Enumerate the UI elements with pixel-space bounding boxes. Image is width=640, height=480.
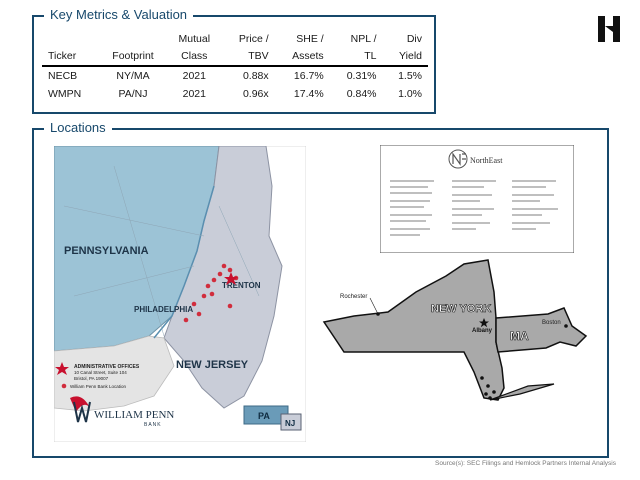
column-header: SHE / bbox=[296, 33, 324, 45]
table-cell: 1.0% bbox=[398, 88, 422, 100]
table-cell: 0.96x bbox=[242, 88, 269, 100]
branch-marker bbox=[217, 271, 223, 277]
column-header: Price / bbox=[238, 33, 269, 45]
table-cell: 17.4% bbox=[293, 88, 324, 100]
column-header-class: Class bbox=[166, 48, 222, 67]
badge-pa: PA bbox=[258, 411, 270, 421]
column-header-ticker: Ticker bbox=[42, 48, 100, 67]
branch-marker bbox=[488, 396, 492, 400]
legend-office-line1: 10 Canal Street, Suite 104 bbox=[74, 370, 127, 375]
table-row: NECB NY/MA 2021 0.88x 16.7% 0.31% 1.5% bbox=[42, 66, 428, 85]
table-cell: WMPN bbox=[48, 88, 82, 100]
column-header: Mutual bbox=[178, 33, 211, 45]
bank-sub: BANK bbox=[144, 422, 162, 428]
state-label-ma: MA bbox=[510, 329, 529, 343]
source-note: Source(s): SEC Filings and Hemlock Partn… bbox=[435, 460, 616, 467]
hemlock-logo-icon bbox=[598, 16, 620, 42]
table-cell: 16.7% bbox=[293, 70, 324, 82]
table-cell: PA/NJ bbox=[118, 88, 148, 100]
state-label-new-jersey: NEW JERSEY bbox=[176, 359, 249, 371]
metrics-table: Mutual Price / SHE / NPL / Div Ticker Fo… bbox=[42, 31, 428, 103]
column-header: NPL / bbox=[350, 33, 377, 45]
table-row: WMPN PA/NJ 2021 0.96x 17.4% 0.84% 1.0% bbox=[42, 85, 428, 103]
state-label-new-york: NEW YORK bbox=[431, 303, 491, 315]
branch-marker bbox=[191, 301, 197, 307]
column-header-tbv: TBV bbox=[221, 48, 275, 67]
locations-panel: Locations PENNSYLVANIA NEW JERSEY TRENTO… bbox=[32, 120, 609, 458]
legend-office-title: ADMINISTRATIVE OFFICES bbox=[74, 364, 140, 370]
table-cell: 2021 bbox=[182, 70, 206, 82]
william-penn-logo: WILLIAM PENN BANK bbox=[70, 396, 174, 428]
northeast-seal-icon bbox=[448, 149, 468, 169]
capital-star-icon bbox=[479, 318, 489, 328]
header-row: Ticker Footprint Class TBV Assets TL Yie… bbox=[42, 48, 428, 67]
northeast-brand: NorthEast bbox=[470, 156, 503, 165]
branch-marker bbox=[196, 311, 202, 317]
column-header-yield: Yield bbox=[382, 48, 428, 67]
ny-ma-map: NEW YORK MA Rochester Albany Boston bbox=[322, 259, 588, 401]
branch-marker bbox=[183, 317, 189, 323]
table-cell: 0.31% bbox=[346, 70, 377, 82]
branch-marker bbox=[486, 384, 490, 388]
branch-marker bbox=[484, 392, 488, 396]
city-label-trenton: TRENTON bbox=[222, 281, 261, 290]
column-header-footprint: Footprint bbox=[99, 48, 167, 67]
column-header: Div bbox=[406, 33, 422, 45]
branch-marker bbox=[201, 293, 207, 299]
branch-marker bbox=[227, 303, 233, 309]
column-header-tl: TL bbox=[329, 48, 383, 67]
branch-marker bbox=[480, 376, 484, 380]
branch-markers bbox=[183, 263, 239, 323]
table-cell: 0.88x bbox=[242, 70, 269, 82]
key-metrics-title: Key Metrics & Valuation bbox=[44, 7, 194, 22]
branch-marker bbox=[227, 267, 233, 273]
city-label-philadelphia: PHILADELPHIA bbox=[134, 305, 193, 314]
headquarters-star-icon bbox=[224, 272, 238, 285]
branch-marker bbox=[205, 283, 211, 289]
branch-markers-ny bbox=[480, 376, 496, 400]
branch-marker bbox=[221, 263, 227, 269]
branch-marker bbox=[492, 390, 496, 394]
city-dot-boston-icon bbox=[564, 324, 568, 328]
table-cell: NY/MA bbox=[116, 70, 150, 82]
pa-nj-map: PENNSYLVANIA NEW JERSEY TRENTON PHILADEL… bbox=[54, 146, 306, 442]
northeast-directory-card: NorthEast bbox=[380, 145, 574, 253]
table-cell: NECB bbox=[48, 70, 78, 82]
state-label-pennsylvania: PENNSYLVANIA bbox=[64, 245, 149, 257]
city-label-albany: Albany bbox=[472, 328, 493, 334]
massachusetts-region bbox=[495, 307, 588, 353]
legend-branch-dot-icon bbox=[61, 383, 67, 389]
column-header bbox=[99, 31, 167, 48]
header-row: Mutual Price / SHE / NPL / Div bbox=[42, 31, 428, 48]
column-header bbox=[42, 31, 99, 48]
pa-nj-badge: PA NJ bbox=[243, 405, 302, 431]
branch-marker bbox=[211, 277, 217, 283]
locations-title: Locations bbox=[44, 120, 112, 135]
key-metrics-panel: Key Metrics & Valuation Mutual Price / S… bbox=[32, 7, 436, 114]
legend-branch-label: William Penn Bank Location bbox=[70, 384, 127, 389]
city-label-boston: Boston bbox=[542, 320, 561, 326]
legend-office-line2: Bristol, PA 19007 bbox=[74, 376, 109, 381]
badge-nj: NJ bbox=[285, 419, 295, 428]
city-label-rochester: Rochester bbox=[340, 294, 367, 300]
column-header-assets: Assets bbox=[274, 48, 330, 67]
table-cell: 2021 bbox=[182, 88, 206, 100]
city-dot-rochester-icon bbox=[376, 312, 380, 316]
table-cell: 1.5% bbox=[398, 70, 422, 82]
bank-name: WILLIAM PENN bbox=[94, 409, 174, 421]
table-cell: 0.84% bbox=[346, 88, 377, 100]
legend-star-icon bbox=[55, 362, 69, 375]
branch-marker bbox=[209, 291, 215, 297]
